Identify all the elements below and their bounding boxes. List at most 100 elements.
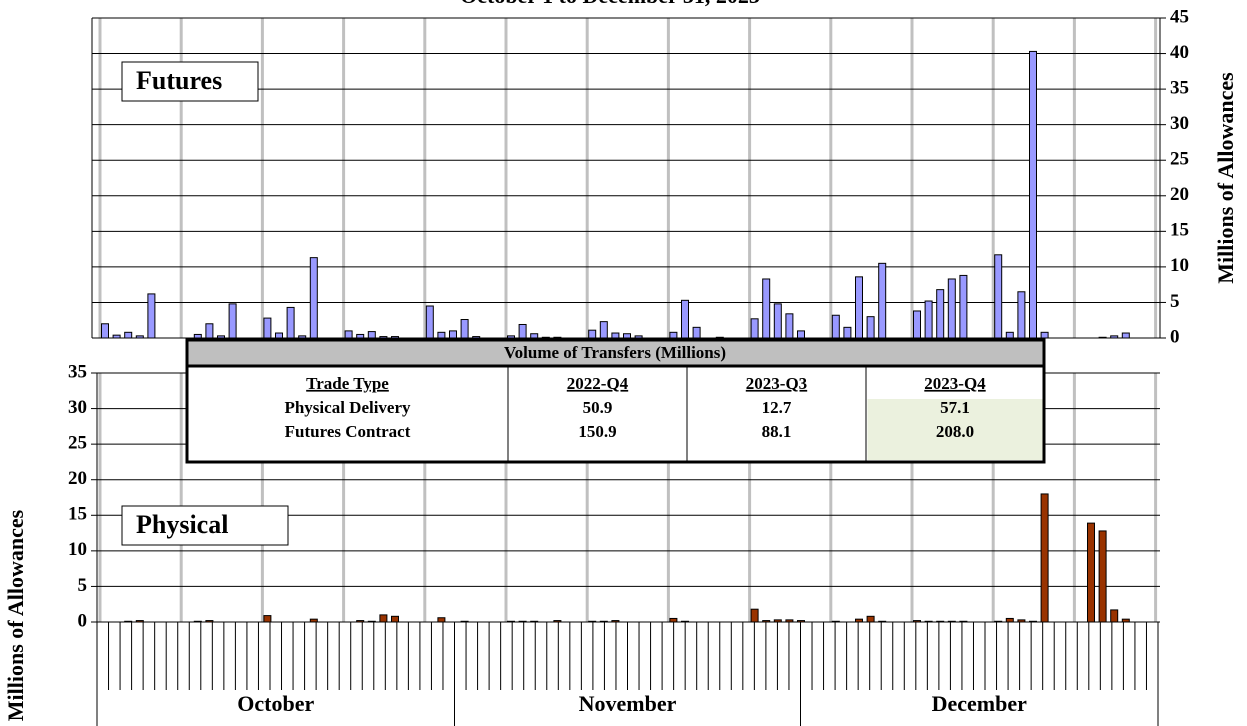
bar	[959, 274, 968, 339]
bar	[588, 620, 597, 623]
bar	[147, 293, 156, 339]
bar	[831, 314, 840, 339]
bar	[1005, 331, 1014, 339]
bar	[541, 336, 550, 339]
col-header: 2023-Q3	[746, 374, 807, 393]
bar	[518, 323, 527, 339]
cell: 12.7	[762, 398, 792, 417]
bar	[878, 262, 887, 339]
y-tick-label: 20	[68, 468, 87, 489]
cell: 50.9	[583, 398, 613, 417]
bar	[437, 617, 446, 623]
bar	[715, 336, 724, 339]
bar	[356, 333, 365, 339]
bar	[1098, 336, 1107, 339]
bar	[750, 318, 759, 339]
y-tick-label: 0	[78, 610, 88, 631]
bar	[681, 620, 689, 623]
cell: 57.1	[940, 398, 970, 417]
y-tick-label: 40	[1170, 42, 1189, 63]
legend-label: Physical	[136, 510, 228, 539]
bar	[831, 620, 840, 623]
bar	[309, 618, 318, 623]
legend-box	[121, 505, 289, 546]
bar	[217, 335, 225, 339]
bar	[379, 614, 388, 623]
bar	[1040, 493, 1049, 623]
y-axis-label: Millions of Allowances	[1213, 72, 1238, 284]
month-label: December	[932, 691, 1028, 716]
col-header: 2023-Q4	[924, 374, 986, 393]
bar	[1087, 522, 1095, 623]
bar	[750, 608, 759, 623]
bar	[669, 617, 678, 623]
bar	[855, 276, 863, 339]
bar	[124, 331, 133, 339]
y-tick-label: 10	[68, 539, 87, 560]
bar	[205, 620, 214, 623]
bar	[135, 335, 144, 339]
bar	[205, 323, 214, 339]
bar	[193, 333, 202, 339]
bar	[878, 620, 887, 623]
bar	[309, 257, 318, 339]
bar	[1098, 530, 1107, 623]
bar	[101, 323, 109, 339]
bar	[391, 615, 399, 623]
bar	[681, 299, 689, 339]
bar	[530, 333, 539, 339]
highlight	[867, 399, 1043, 460]
bar	[994, 254, 1003, 339]
bar	[344, 330, 353, 339]
bar	[1005, 617, 1014, 623]
month-label: October	[237, 691, 314, 716]
bar	[263, 317, 272, 339]
bar	[1017, 619, 1026, 623]
y-tick-label: 5	[78, 575, 88, 596]
chart-title: October 1 to December 31, 2023	[460, 0, 760, 8]
bar	[507, 620, 515, 623]
bar	[1110, 609, 1119, 623]
table-title: Volume of Transfers (Millions)	[504, 343, 726, 362]
bar	[866, 316, 875, 339]
bar	[866, 615, 875, 623]
bar	[379, 336, 388, 339]
y-tick-label: 30	[1170, 113, 1189, 134]
bar	[530, 620, 539, 623]
bar	[855, 618, 863, 623]
legend-box	[121, 61, 259, 102]
cell: 208.0	[936, 422, 974, 441]
bar	[553, 336, 562, 339]
cell: 150.9	[578, 422, 616, 441]
bar	[1121, 618, 1130, 623]
bar	[762, 278, 771, 339]
col-header: Trade Type	[306, 374, 389, 393]
bar	[460, 620, 469, 623]
bar	[1029, 50, 1037, 339]
bar	[959, 620, 968, 623]
bar	[298, 335, 307, 339]
bar	[669, 331, 678, 339]
bar	[367, 331, 376, 339]
bar	[449, 330, 457, 339]
bar	[1029, 620, 1037, 623]
bar	[112, 334, 121, 339]
bar	[913, 310, 921, 339]
bar	[553, 620, 562, 623]
bar	[193, 620, 202, 623]
y-tick-label: 30	[68, 397, 87, 418]
bar	[228, 303, 237, 339]
bar	[1121, 332, 1130, 339]
bar	[1017, 291, 1026, 339]
bar	[1110, 335, 1119, 339]
bar	[634, 335, 643, 339]
month-label: November	[579, 691, 677, 716]
table-title-bg	[185, 338, 1046, 368]
bar	[124, 620, 133, 623]
bar	[994, 620, 1003, 623]
col-header: 2022-Q4	[567, 374, 629, 393]
legend-label: Futures	[136, 66, 222, 95]
bar	[924, 620, 933, 623]
bar	[924, 300, 933, 339]
bar	[947, 620, 956, 623]
